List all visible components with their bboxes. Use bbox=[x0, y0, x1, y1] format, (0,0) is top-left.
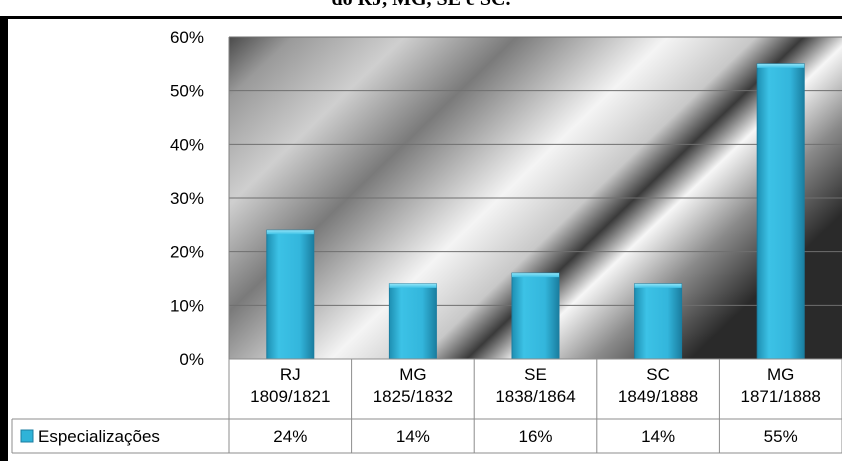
bar bbox=[266, 229, 315, 360]
category-label: 1849/1888 bbox=[618, 387, 698, 406]
y-tick-label: 50% bbox=[170, 82, 204, 101]
legend-swatch bbox=[20, 429, 34, 443]
chart-caption: do RJ, MG, SE e SC. bbox=[0, 0, 842, 11]
data-label: 16% bbox=[518, 427, 552, 446]
category-label: SE bbox=[524, 365, 547, 384]
bars bbox=[266, 63, 805, 360]
y-tick-label: 10% bbox=[170, 296, 204, 315]
bar-top bbox=[266, 230, 314, 235]
data-label: 14% bbox=[641, 427, 675, 446]
bar bbox=[388, 283, 437, 360]
category-label: MG bbox=[767, 365, 794, 384]
category-label: MG bbox=[399, 365, 426, 384]
bar bbox=[756, 63, 805, 360]
bar-top bbox=[634, 283, 682, 288]
data-label: 24% bbox=[273, 427, 307, 446]
category-label: RJ bbox=[280, 365, 301, 384]
legend-label: Especializações bbox=[38, 427, 160, 446]
bar-top bbox=[512, 273, 559, 278]
y-tick-label: 40% bbox=[170, 135, 204, 154]
chart-frame: 0% 10% 20% 30% 40% 50% 60% RJ 1809/1821 24% MG 182… bbox=[0, 16, 842, 461]
y-axis: 0% 10% 20% 30% 40% 50% 60% bbox=[170, 28, 230, 369]
data-table: RJ 1809/1821 24% MG 1825/1832 14% SE 1838/1864 1… bbox=[11, 358, 842, 454]
y-tick-label: 0% bbox=[179, 350, 204, 369]
y-tick-label: 60% bbox=[170, 28, 204, 47]
bar-top bbox=[757, 63, 805, 68]
data-label: 14% bbox=[396, 427, 430, 446]
category-label: 1838/1864 bbox=[495, 387, 575, 406]
bar-top bbox=[389, 283, 437, 288]
category-label: 1825/1832 bbox=[373, 387, 453, 406]
data-label: 55% bbox=[764, 427, 798, 446]
category-label: SC bbox=[646, 365, 670, 384]
bar-chart: 0% 10% 20% 30% 40% 50% 60% RJ 1809/1821 24% MG 182… bbox=[11, 28, 842, 454]
category-label: 1809/1821 bbox=[250, 387, 330, 406]
y-tick-label: 20% bbox=[170, 243, 204, 262]
category-label: 1871/1888 bbox=[741, 387, 821, 406]
gridlines bbox=[229, 36, 842, 306]
bar bbox=[511, 272, 560, 360]
bar bbox=[634, 283, 683, 360]
y-tick-label: 30% bbox=[170, 189, 204, 208]
